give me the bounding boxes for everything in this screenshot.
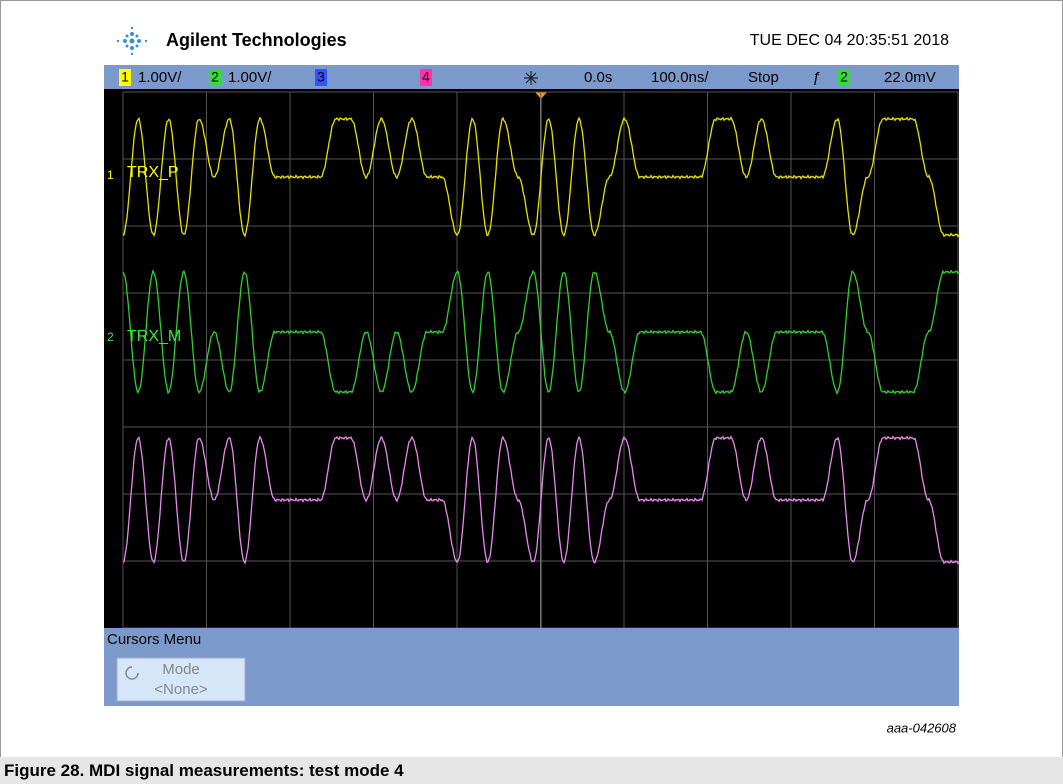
trigger-icon	[524, 71, 538, 85]
run-state: Stop	[748, 69, 779, 86]
ch1: 1	[121, 69, 129, 85]
waveform	[122, 268, 960, 396]
figure: Agilent Technologies TUE DEC 04 20:35:51…	[0, 0, 1063, 758]
menu-title: Cursors Menu	[107, 631, 201, 648]
ch2-label: TRX_M	[127, 328, 181, 345]
waveform	[122, 435, 960, 565]
scope-header	[104, 13, 959, 65]
trigger-level: 22.0mV	[884, 69, 936, 86]
mode-label: Mode	[162, 661, 200, 678]
ch1-label: TRX_P	[127, 164, 179, 181]
ch2-scale: 1.00V/	[228, 69, 272, 86]
menu-panel	[104, 628, 959, 706]
brand: Agilent Technologies	[166, 30, 347, 50]
waveforms	[122, 116, 960, 565]
trigger-source: 2	[840, 69, 848, 85]
ch3: 3	[317, 69, 325, 85]
ch2: 2	[211, 69, 219, 85]
agilent-logo	[116, 26, 148, 56]
screen	[104, 89, 959, 628]
mode-button[interactable]	[116, 657, 246, 702]
ch1-marker: 1	[107, 168, 114, 182]
scope: Agilent Technologies TUE DEC 04 20:35:51…	[104, 13, 960, 735]
ch4: 4	[422, 69, 430, 85]
waveform	[122, 116, 960, 238]
edge-icon: ƒ	[812, 69, 820, 86]
timebase: 100.0ns/	[651, 69, 709, 86]
figure-id: aaa-042608	[887, 720, 957, 735]
ch2-marker: 2	[107, 330, 114, 344]
delay: 0.0s	[584, 69, 612, 86]
mode-value: <None>	[154, 681, 208, 698]
ch1-scale: 1.00V/	[138, 69, 182, 86]
datetime: TUE DEC 04 20:35:51 2018	[750, 32, 949, 49]
caption: Figure 28. MDI signal measurements: test…	[0, 757, 1063, 784]
